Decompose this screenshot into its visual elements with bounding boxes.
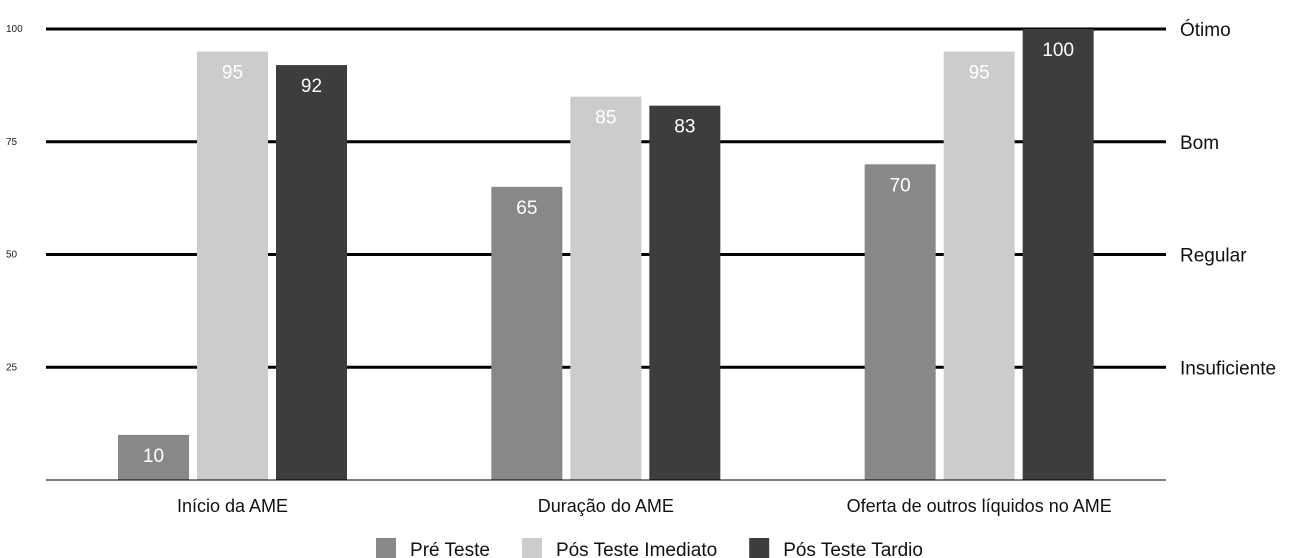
reference-line-label: Bom (1180, 133, 1219, 154)
bar-value-label: 95 (222, 63, 243, 84)
bars: 10 95 92 65 85 83 70 95 100 (118, 29, 1094, 481)
legend-item: Pós Teste Imediato (521, 538, 717, 558)
legend-label: Pós Teste Imediato (556, 540, 717, 558)
y-tick-label: 75 (6, 137, 18, 148)
x-category-label: Duração do AME (538, 496, 674, 516)
bar (570, 96, 642, 481)
reference-line-label: Ótimo (1180, 19, 1231, 41)
bar-value-label: 85 (595, 108, 616, 129)
bar (1022, 29, 1094, 480)
legend-label: Pós Teste Tardio (783, 540, 923, 558)
bar (864, 164, 936, 481)
legend: Pré Teste Pós Teste Imediato Pós Teste Tar… (376, 538, 923, 558)
legend-item: Pós Teste Tardio (749, 538, 923, 558)
bar-value-label: 95 (969, 63, 990, 84)
bar-value-label: 10 (143, 446, 164, 467)
legend-swatch (749, 538, 770, 558)
reference-line-label: Regular (1180, 246, 1247, 267)
legend-swatch (376, 538, 397, 558)
legend-swatch (521, 538, 542, 558)
bar-value-label: 83 (674, 117, 695, 138)
bar (491, 186, 563, 480)
x-axis: Início da AME Duração do AME Oferta de out… (46, 479, 1166, 516)
legend-label: Pré Teste (410, 540, 490, 558)
bar-value-label: 70 (890, 175, 911, 196)
bar-value-label: 100 (1042, 40, 1074, 61)
bar (118, 434, 189, 480)
y-tick-label: 25 (6, 362, 18, 373)
bar-value-label: 65 (516, 198, 537, 219)
bar (276, 65, 347, 480)
bar (943, 51, 1015, 481)
bar (197, 51, 268, 481)
bar-value-label: 92 (301, 76, 322, 97)
reference-line-label: Insuficiente (1180, 358, 1276, 379)
bar (649, 105, 721, 481)
x-category-label: Início da AME (177, 496, 288, 516)
x-category-label: Oferta de outros líquidos no AME (847, 496, 1112, 516)
y-tick-label: 50 (6, 250, 18, 261)
y-tick-label: 100 (6, 24, 23, 35)
legend-item: Pré Teste (376, 538, 490, 558)
